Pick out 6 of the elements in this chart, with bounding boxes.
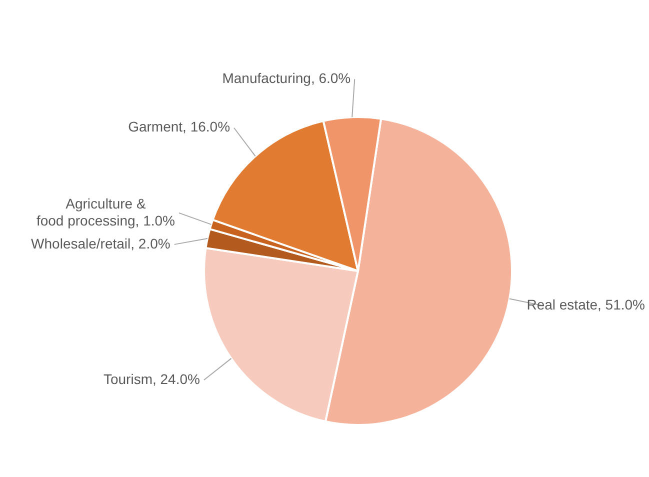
slice-label: Tourism, 24.0% — [103, 370, 200, 387]
slice-label: Real estate, 51.0% — [526, 296, 645, 313]
slice-label: Wholesale/retail, 2.0% — [31, 235, 170, 252]
slice-label: Garment, 16.0% — [128, 118, 230, 135]
slice-label: Agriculture & food processing, 1.0% — [36, 195, 175, 228]
slice-label: Manufacturing, 6.0% — [222, 70, 351, 86]
